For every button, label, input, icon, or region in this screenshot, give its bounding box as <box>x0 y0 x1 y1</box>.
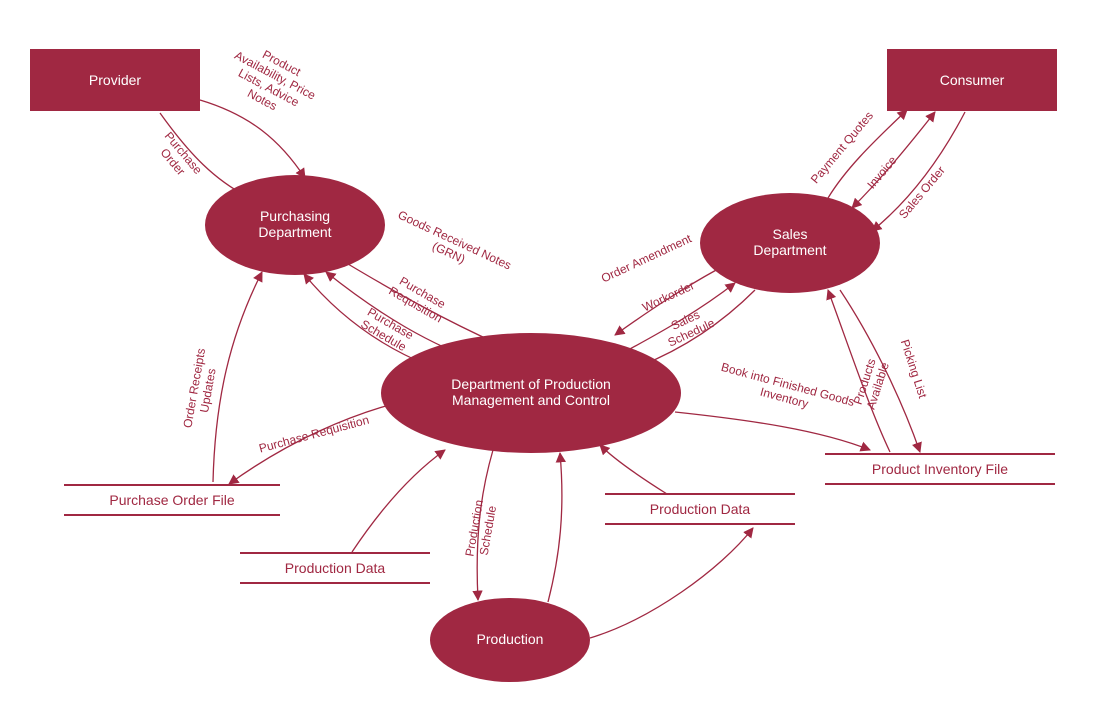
edge-label-e6: Goods Received Notes(GRN) <box>390 208 514 285</box>
svg-text:Sales Order: Sales Order <box>896 163 948 221</box>
edge-label-e19: Book into Finished GoodsInventory <box>716 360 856 422</box>
edge-label-e1: PurchaseOrder <box>151 129 205 186</box>
svg-text:Book into Finished GoodsInvent: Book into Finished GoodsInventory <box>716 360 856 422</box>
edge-label-e13: Purchase Requisition <box>257 413 370 456</box>
edge-e16 <box>548 453 562 602</box>
svg-text:PurchaseRequisition: PurchaseRequisition <box>386 272 451 326</box>
node-label-dpmc: Department of ProductionManagement and C… <box>451 376 611 408</box>
node-label-consumer: Consumer <box>940 72 1005 88</box>
svg-text:Picking List: Picking List <box>898 338 930 401</box>
edge-label-e15: ProductionSchedule <box>462 499 499 560</box>
svg-text:ProductsAvailable: ProductsAvailable <box>850 356 892 411</box>
svg-text:PurchaseSchedule: PurchaseSchedule <box>358 305 416 355</box>
node-label-inv_file: Product Inventory File <box>872 461 1008 477</box>
edge-e2 <box>200 100 305 178</box>
edge-e18 <box>590 528 753 638</box>
edge-e17 <box>600 445 667 494</box>
node-label-provider: Provider <box>89 72 141 88</box>
edge-e12 <box>213 272 262 482</box>
edge-label-e4: Invoice <box>864 153 899 191</box>
edge-label-e21: Picking List <box>898 338 930 401</box>
svg-text:Order Amendment: Order Amendment <box>599 231 694 285</box>
svg-text:PurchaseOrder: PurchaseOrder <box>151 129 205 186</box>
dfd-diagram: PurchaseOrderProductAvailability, PriceL… <box>0 0 1094 720</box>
edge-e14 <box>352 450 445 552</box>
node-label-purchasing: PurchasingDepartment <box>258 208 331 240</box>
edge-label-e20: ProductsAvailable <box>850 356 892 411</box>
edge-e13 <box>229 402 400 484</box>
edge-label-e5: Sales Order <box>896 163 948 221</box>
svg-text:ProductionSchedule: ProductionSchedule <box>462 499 499 560</box>
svg-text:Payment Quotes: Payment Quotes <box>808 109 876 186</box>
edge-label-e3: Payment Quotes <box>808 109 876 186</box>
node-label-prod_data1: Production Data <box>285 560 386 576</box>
edge-label-e10: Workorder <box>640 278 696 314</box>
edge-label-e8: PurchaseSchedule <box>358 305 416 355</box>
svg-text:Purchase Requisition: Purchase Requisition <box>257 413 370 456</box>
edge-label-e12: Order ReceiptsUpdates <box>180 347 221 431</box>
svg-text:Order ReceiptsUpdates: Order ReceiptsUpdates <box>180 347 221 431</box>
edge-label-e7: PurchaseRequisition <box>386 272 451 326</box>
svg-text:Goods Received Notes(GRN): Goods Received Notes(GRN) <box>390 208 514 285</box>
node-label-production: Production <box>477 631 544 647</box>
edge-label-e9: Order Amendment <box>599 231 694 285</box>
svg-text:Workorder: Workorder <box>640 278 696 314</box>
svg-text:Invoice: Invoice <box>864 153 899 191</box>
node-label-prod_data2: Production Data <box>650 501 751 517</box>
node-label-po_file: Purchase Order File <box>109 492 234 508</box>
edge-e19 <box>675 412 870 450</box>
